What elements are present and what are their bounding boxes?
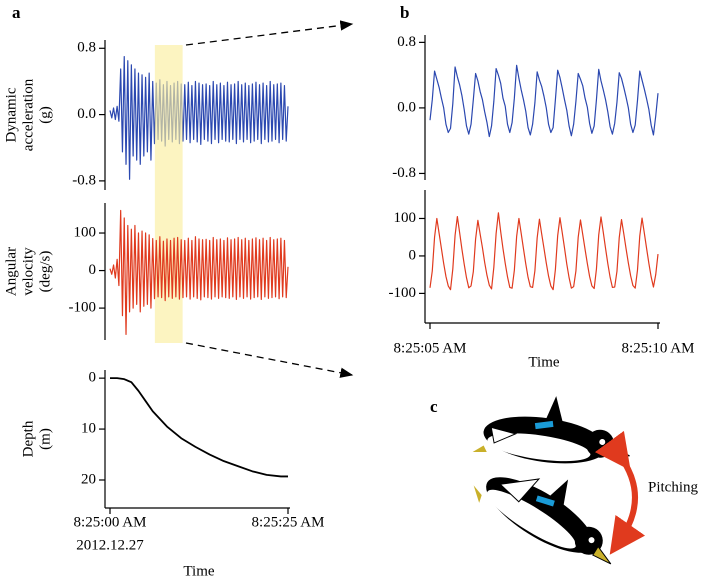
y-tick-label: 0.0: [397, 99, 416, 115]
signal-line: [109, 55, 289, 180]
y-tick-label: 20: [81, 471, 96, 487]
y-tick-label: 100: [74, 224, 97, 240]
signal-line: [109, 209, 289, 335]
x-axis-label: Time: [528, 354, 559, 370]
y-tick-label: -0.8: [392, 165, 416, 181]
x-axis-label: Time: [183, 563, 214, 579]
y-tick-label: 0: [89, 262, 97, 278]
y-axis-label: acceleration: [20, 78, 36, 151]
y-tick-label: 0.8: [77, 40, 96, 56]
penguin-upper: [472, 396, 630, 464]
y-axis-label: (deg/s): [37, 251, 53, 293]
zoom-arrow: [185, 20, 354, 46]
pitching-label: Pitching: [648, 479, 699, 495]
y-axis-label: velocity: [20, 247, 36, 296]
y-tick-label: 0.8: [397, 34, 416, 50]
y-tick-label: -100: [389, 285, 417, 301]
x-tick-label: 8:25:00 AM: [74, 514, 147, 530]
y-axis-label: (g): [37, 106, 53, 124]
y-axis-label: Depth: [20, 420, 36, 457]
panel-label: b: [400, 3, 409, 22]
y-axis-label: (m): [37, 428, 53, 450]
y-axis-label: Dynamic: [3, 87, 19, 142]
y-tick-label: 0: [89, 370, 97, 386]
y-tick-label: -0.8: [72, 172, 96, 188]
y-tick-label: 0: [409, 247, 417, 263]
y-axis-label: Angular: [3, 247, 19, 296]
x-tick-label: 8:25:25 AM: [252, 514, 325, 530]
y-tick-label: 10: [81, 421, 96, 437]
signal-line: [429, 64, 659, 138]
zoom-arrow: [185, 342, 354, 378]
y-tick-label: 0.0: [77, 106, 96, 122]
x-tick-label: 8:25:10 AM: [622, 340, 695, 356]
y-tick-label: -100: [69, 300, 97, 316]
date-label: 2012.12.27: [76, 537, 144, 553]
panel-label: c: [430, 397, 438, 416]
signal-line: [429, 212, 659, 291]
signal-line: [110, 377, 288, 478]
panel-label: a: [12, 3, 21, 22]
y-tick-label: 100: [394, 210, 417, 226]
highlight: [154, 45, 183, 343]
x-tick-label: 8:25:05 AM: [394, 340, 467, 356]
pitching-arrow: [594, 430, 646, 555]
